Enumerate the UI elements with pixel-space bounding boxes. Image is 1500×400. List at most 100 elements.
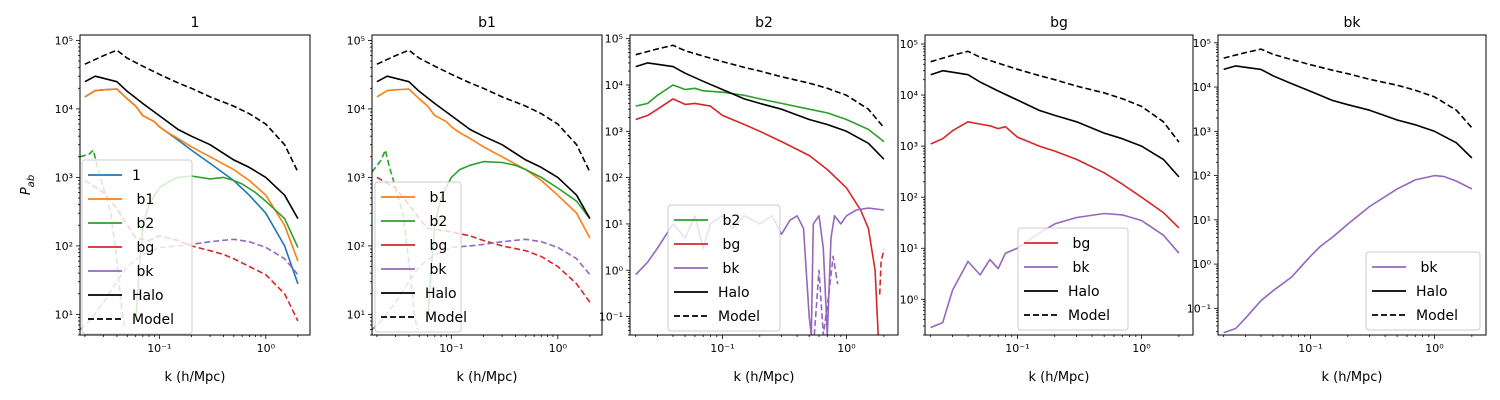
x-axis-label: k (h/Mpc) [1321, 370, 1382, 385]
legend-box [667, 204, 781, 332]
y-tick-label: 10⁵ [1193, 37, 1211, 50]
legend-box [374, 181, 462, 333]
y-tick-label: 10² [605, 172, 623, 185]
panel-title: b2 [755, 15, 773, 31]
series-line-bk-solid [930, 212, 1180, 329]
legend-label: Model [718, 309, 760, 325]
series-line-Halo-solid [376, 75, 591, 219]
y-tick-label: 10⁴ [347, 103, 366, 116]
legend-label: bg [1068, 236, 1090, 252]
y-tick-label: 10¹ [900, 242, 918, 255]
series-line-Model-dashed [84, 49, 299, 173]
legend: bg bk Halo Model [1017, 227, 1129, 331]
axes-frame [371, 34, 603, 336]
legend-label: b1 [425, 190, 447, 206]
series-line-b1-solid [376, 88, 591, 239]
y-tick-label: 10² [1193, 170, 1211, 183]
series-line-Halo-solid [84, 75, 299, 219]
legend-label: b2 [718, 213, 740, 229]
x-tick-label: 10⁻¹ [1298, 342, 1322, 355]
legend-label: b2 [425, 214, 447, 230]
series-lines [930, 50, 1180, 329]
x-axis-label: k (h/Mpc) [733, 370, 794, 385]
series-lines [1223, 48, 1473, 334]
x-tick-label: 10⁻¹ [439, 342, 463, 355]
legend-label: bk [718, 261, 740, 277]
y-tick-label: 10⁵ [347, 34, 365, 47]
axes-frame [924, 34, 1194, 336]
legend-label: b2 [132, 216, 154, 232]
legend-label: Halo [1068, 284, 1100, 300]
x-tick-label: 10⁰ [257, 342, 276, 355]
y-tick-label: 10¹ [347, 308, 365, 321]
panel-title: bg [1050, 15, 1068, 31]
panels-group: 1 10⁻¹ 10⁰ 10¹ 10² 10³ 10⁴ 10⁵ k (h/Mpc) 1 b1 b2 … [55, 15, 1487, 385]
panel-title: 1 [191, 15, 200, 31]
x-tick-label: 10⁰ [549, 342, 568, 355]
x-tick-label: 10⁻¹ [1005, 342, 1029, 355]
legend: b1 b2 bg bk Halo Model [374, 181, 467, 333]
legend-label: Halo [425, 286, 457, 302]
legend-label: bg [132, 240, 154, 256]
legend-label: Model [1068, 308, 1110, 324]
series-line-bk-dashed [813, 255, 839, 335]
y-tick-label: 10² [347, 240, 365, 253]
y-tick-label: 10¹ [605, 218, 623, 231]
y-tick-label: 10³ [1193, 125, 1211, 138]
y-tick-label: 10³ [347, 171, 365, 184]
x-axis-label: k (h/Mpc) [164, 370, 225, 385]
y-tick-label: 10¹ [1193, 214, 1211, 227]
y-tick-label: 10⁰ [1193, 258, 1212, 271]
y-tick-label: 10⁻¹ [1187, 302, 1211, 315]
x-tick-label: 10⁰ [1425, 342, 1444, 355]
series-line-Halo-solid [1223, 65, 1473, 159]
legend-label: Halo [1416, 284, 1448, 300]
series-line-Model-dashed [930, 50, 1180, 143]
y-tick-label: 10⁻¹ [599, 311, 623, 324]
legend: 1 b1 b2 bg bk Halo Model [81, 159, 193, 335]
legend-label: Model [132, 312, 174, 328]
legend-label: Halo [718, 285, 750, 301]
legend-label: bk [132, 264, 154, 280]
legend-label: bg [425, 238, 447, 254]
series-line-bg-solid [930, 121, 1180, 229]
x-axis-label: k (h/Mpc) [1028, 370, 1089, 385]
panel-3: b2 10⁻¹ 10⁰ 10⁻¹ 10⁰ 10¹ 10² 10³ 10⁴ 10⁵ k (h/Mpc)… [599, 15, 899, 385]
y-tick-label: 10¹ [55, 308, 73, 321]
panel-2: b1 10⁻¹ 10⁰ 10¹ 10² 10³ 10⁴ 10⁵ k (h/Mpc) b1 b2 … [347, 15, 603, 385]
y-tick-label: 10² [900, 191, 918, 204]
y-tick-label: 10⁴ [55, 103, 74, 116]
series-line-Model-dashed [1223, 48, 1473, 129]
panel-title: bk [1344, 15, 1362, 31]
y-tick-label: 10⁵ [900, 38, 918, 51]
series-line-bk-solid [1223, 174, 1473, 334]
x-tick-label: 10⁰ [837, 342, 856, 355]
y-tick-label: 10³ [900, 140, 918, 153]
y-tick-label: 10³ [55, 171, 73, 184]
legend-box [1017, 227, 1129, 331]
legend-box [1365, 251, 1481, 331]
legend: bk Halo Model [1365, 251, 1481, 331]
y-tick-label: 10³ [605, 125, 623, 138]
legend-box [81, 159, 193, 335]
legend-label: Model [425, 310, 467, 326]
y-axis-label: Pab [19, 175, 37, 195]
y-tick-label: 10⁴ [1193, 81, 1212, 94]
y-tick-label: 10² [55, 240, 73, 253]
panel-title: b1 [478, 15, 496, 31]
legend-label: bg [718, 237, 740, 253]
y-tick-label: 10⁵ [605, 33, 623, 46]
panel-4: bg 10⁻¹ 10⁰ 10⁰ 10¹ 10² 10³ 10⁴ 10⁵ k (h/Mpc) bg … [900, 15, 1194, 385]
y-tick-label: 10⁰ [605, 264, 624, 277]
x-tick-label: 10⁻¹ [710, 342, 734, 355]
legend-label: bk [1416, 260, 1438, 276]
y-tick-label: 10⁴ [605, 79, 624, 92]
legend-label: Model [1416, 308, 1458, 324]
panel-5: bk 10⁻¹ 10⁰ 10⁻¹ 10⁰ 10¹ 10² 10³ 10⁴ 10⁵ k (h/Mpc)… [1187, 15, 1487, 385]
legend-label: b1 [132, 192, 154, 208]
legend-label: bk [1068, 260, 1090, 276]
panel-1: 1 10⁻¹ 10⁰ 10¹ 10² 10³ 10⁴ 10⁵ k (h/Mpc) 1 b1 b2 … [55, 15, 311, 385]
series-line-bg-dashed [878, 249, 885, 295]
series-line-Model-dashed [376, 49, 591, 173]
series-line-bg-solid [635, 98, 879, 335]
